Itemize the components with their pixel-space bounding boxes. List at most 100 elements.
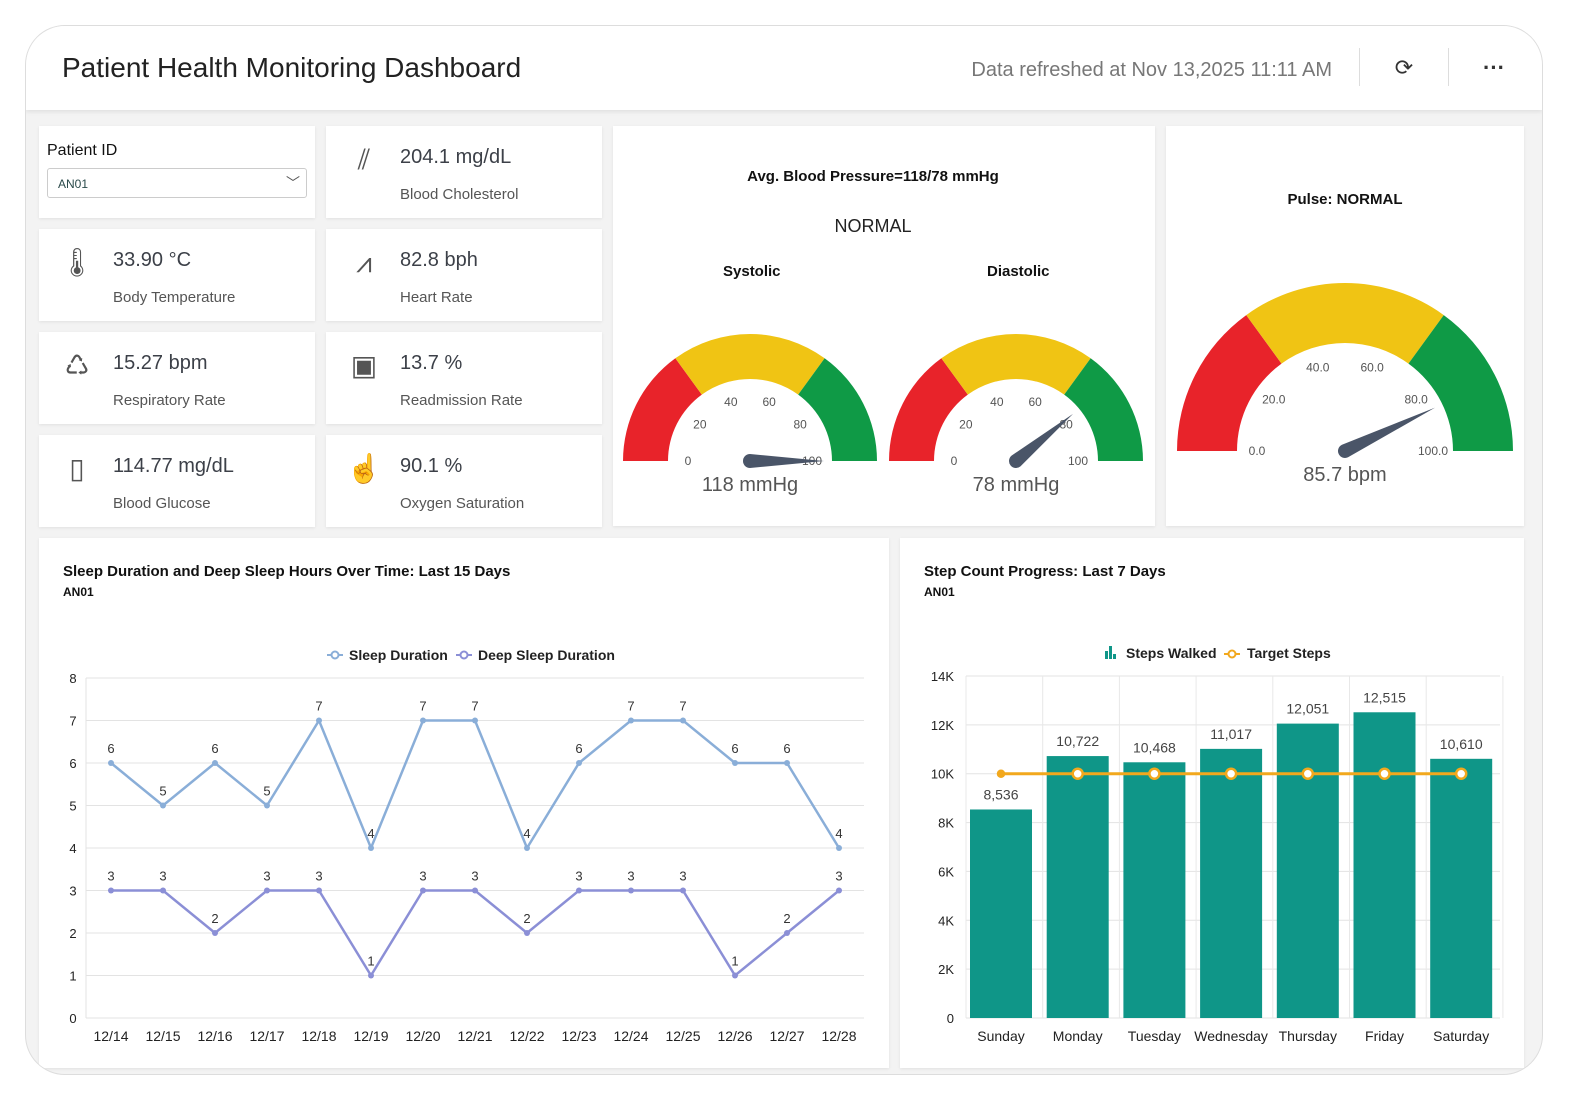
kpi-label: Heart Rate xyxy=(400,289,473,306)
bar-label: 8,536 xyxy=(983,786,1018,802)
artery-icon: ⫽ xyxy=(357,144,371,175)
data-point xyxy=(680,887,686,894)
target-point xyxy=(1224,767,1238,780)
data-label: 7 xyxy=(419,699,426,714)
steps-chart-subtitle: AN01 xyxy=(924,585,955,599)
x-tick-label: Tuesday xyxy=(1128,1028,1181,1044)
y-tick-label: 2K xyxy=(938,962,954,977)
kpi-value: 82.8 bph xyxy=(400,249,478,271)
y-tick-label: 5 xyxy=(69,799,76,814)
y-tick-label: 12K xyxy=(931,718,954,733)
data-label: 3 xyxy=(263,869,270,884)
data-point xyxy=(524,845,530,851)
x-tick-label: 12/26 xyxy=(717,1028,752,1044)
data-label: 6 xyxy=(783,741,790,756)
data-label: 1 xyxy=(367,954,374,969)
bar xyxy=(1353,712,1416,1018)
target-legend-marker xyxy=(1227,649,1237,659)
x-tick-label: 12/28 xyxy=(821,1028,856,1044)
patient-id-dropdown[interactable]: AN01 ﹀ xyxy=(47,168,307,198)
bp-title: Avg. Blood Pressure=118/78 mmHg xyxy=(747,168,999,185)
x-tick-label: 12/20 xyxy=(405,1028,440,1044)
kpi-card: ⩘ 82.8 bph Heart Rate xyxy=(326,229,602,321)
steps-chart-title: Step Count Progress: Last 7 Days xyxy=(924,563,1166,580)
gauge-band xyxy=(941,334,1091,395)
y-tick-label: 14K xyxy=(931,669,954,684)
iv-bag-icon: ▣ xyxy=(350,350,378,381)
x-tick-label: 12/18 xyxy=(301,1028,336,1044)
data-label: 3 xyxy=(419,869,426,884)
data-point xyxy=(628,717,634,724)
bar xyxy=(1046,756,1109,1018)
data-label: 7 xyxy=(679,699,686,714)
data-point xyxy=(316,887,322,894)
x-tick-label: Friday xyxy=(1365,1028,1404,1044)
kpi-label: Readmission Rate xyxy=(400,392,523,409)
legend-marker xyxy=(459,650,469,660)
data-label: 3 xyxy=(627,869,634,884)
data-point xyxy=(784,760,790,766)
gauge-needle xyxy=(743,454,824,468)
kpi-label: Respiratory Rate xyxy=(113,392,226,409)
thermometer-icon: 🌡 xyxy=(59,247,95,278)
target-point xyxy=(1378,767,1391,780)
kpi-card: ▯ 114.77 mg/dL Blood Glucose xyxy=(39,435,315,527)
more-icon[interactable]: ··· xyxy=(1483,55,1505,80)
bar xyxy=(1200,748,1263,1018)
data-label: 3 xyxy=(575,869,582,884)
gauge-band xyxy=(1177,315,1282,451)
gauge-tick-label: 60 xyxy=(1028,395,1042,409)
bar xyxy=(970,809,1032,1018)
data-label: 3 xyxy=(679,869,686,884)
gauge-tick-label: 20 xyxy=(959,418,973,432)
x-tick-label: 12/14 xyxy=(93,1028,128,1044)
data-label: 7 xyxy=(627,699,634,714)
x-tick-label: 12/21 xyxy=(457,1028,492,1044)
x-tick-label: 12/25 xyxy=(665,1028,700,1044)
target-point xyxy=(1301,767,1315,780)
data-label: 7 xyxy=(471,699,478,714)
data-label: 2 xyxy=(211,911,218,926)
chevron-down-icon: ﹀ xyxy=(286,175,300,191)
target-point xyxy=(1071,767,1084,780)
systolic-gauge: 020406080100118 mmHg xyxy=(623,334,877,496)
x-tick-label: 12/19 xyxy=(353,1028,388,1044)
kpi-value: 33.90 °C xyxy=(113,249,192,271)
legend-label-deep-sleep-duration: Deep Sleep Duration xyxy=(478,647,615,663)
pulse-oximeter-icon: ☝ xyxy=(346,453,382,484)
gauge-band xyxy=(889,358,968,461)
data-point xyxy=(264,802,270,809)
lungs-icon: ♺ xyxy=(64,350,90,381)
legend-marker xyxy=(330,650,340,660)
bar-label: 10,722 xyxy=(1056,733,1099,749)
data-point xyxy=(108,887,114,894)
sleep-chart-card: Sleep Duration and Deep Sleep Hours Over… xyxy=(39,538,889,1068)
kpi-card: ♺ 15.27 bpm Respiratory Rate xyxy=(39,332,315,424)
x-tick-label: 12/16 xyxy=(197,1028,232,1044)
gauge-tick-label: 20.0 xyxy=(1262,392,1286,406)
gauge-needle xyxy=(1338,407,1436,458)
data-label: 6 xyxy=(731,741,738,756)
gauge-band xyxy=(675,334,825,395)
y-tick-label: 4K xyxy=(938,913,954,928)
data-point xyxy=(420,887,426,894)
pulse-gauge: 0.0 20.0 40.0 60.0 80.0 100.0 85.7 bpm xyxy=(1177,283,1513,486)
kpi-card: ⫽ 204.1 mg/dL Blood Cholesterol xyxy=(326,126,602,218)
data-point xyxy=(108,760,114,766)
gauge-tick-label: 0.0 xyxy=(1249,444,1266,458)
sleep-chart-subtitle: AN01 xyxy=(63,585,94,599)
bar xyxy=(1430,758,1493,1018)
bar xyxy=(1123,762,1186,1018)
blood-pressure-card: Avg. Blood Pressure=118/78 mmHg NORMAL S… xyxy=(613,126,1155,526)
y-tick-label: 0 xyxy=(69,1011,76,1026)
x-tick-label: Sunday xyxy=(977,1028,1024,1044)
refresh-icon[interactable]: ⟳ xyxy=(1394,55,1414,80)
y-tick-label: 2 xyxy=(69,926,76,941)
kpi-label: Blood Cholesterol xyxy=(400,186,519,203)
data-point xyxy=(836,845,842,851)
gauge-band xyxy=(623,358,702,461)
kpi-label: Body Temperature xyxy=(113,289,236,306)
data-point xyxy=(160,887,166,894)
y-tick-label: 3 xyxy=(69,884,76,899)
